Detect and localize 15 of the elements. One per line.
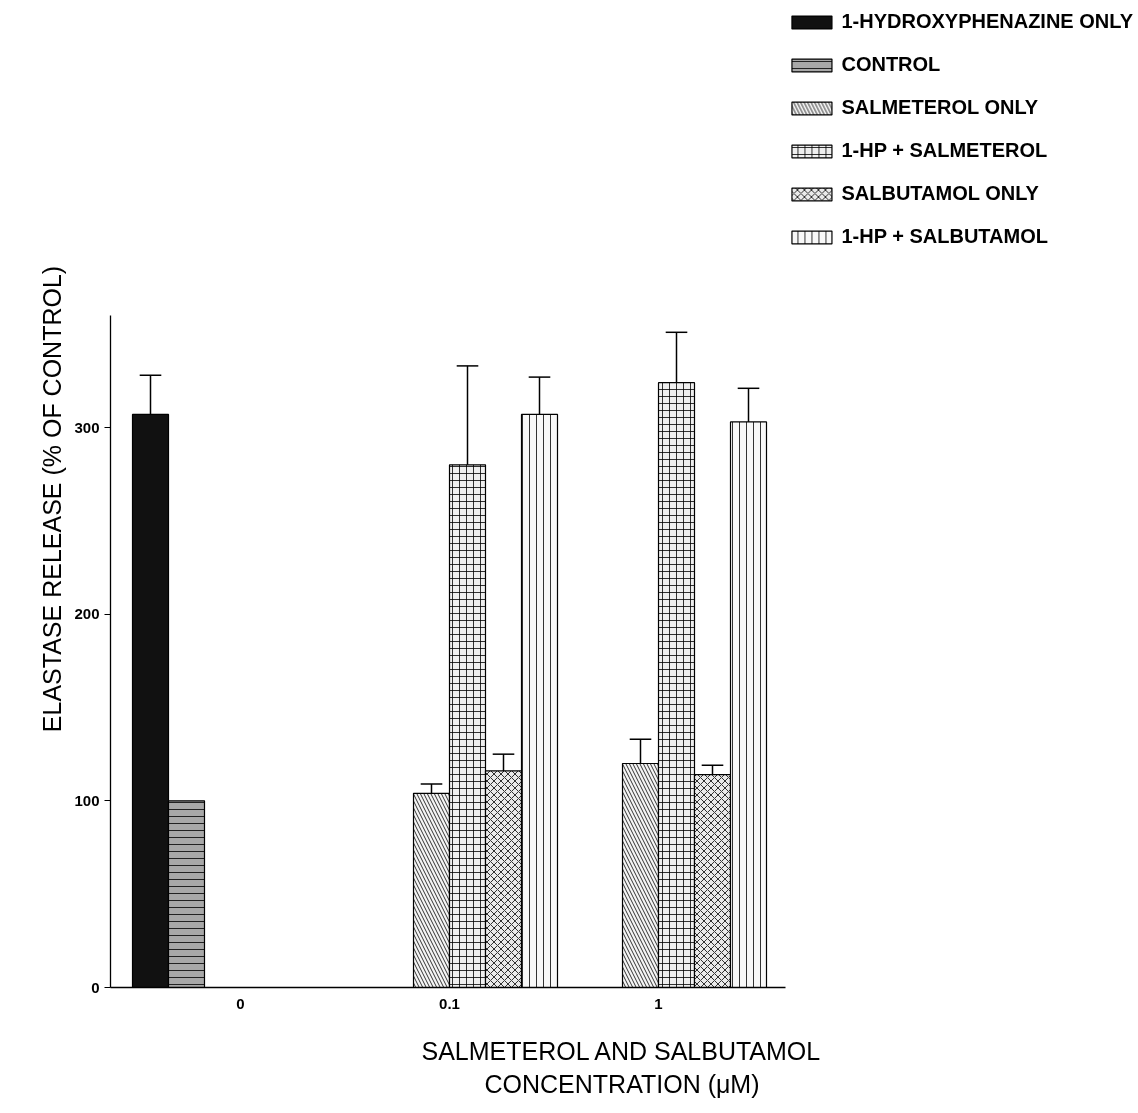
legend-label: 1-HP + SALMETEROL — [841, 139, 1048, 162]
x-tick-label: 1 — [654, 994, 663, 1012]
y-tick-label: 300 — [74, 418, 100, 436]
legend-label: 1-HP + SALBUTAMOL — [841, 225, 1048, 248]
legend-label: SALMETEROL ONLY — [841, 96, 1039, 119]
x-axis-title: SALMETEROL AND SALBUTAMOL CONCENTRATION (μM) — [421, 1036, 821, 1099]
x-tick-label: 0.1 — [439, 994, 460, 1012]
y-tick-label: 200 — [74, 605, 100, 623]
y-tick-label: 0 — [91, 978, 100, 996]
y-axis-title: ELASTASE RELEASE (% OF CONTROL) — [38, 265, 67, 733]
legend-label: SALBUTAMOL ONLY — [841, 182, 1039, 205]
legend-label: CONTROL — [841, 53, 941, 76]
legend-label: 1-HYDROXYPHENAZINE ONLY — [841, 10, 1133, 33]
y-tick-label: 100 — [74, 791, 100, 809]
x-tick-label: 0 — [236, 994, 245, 1012]
